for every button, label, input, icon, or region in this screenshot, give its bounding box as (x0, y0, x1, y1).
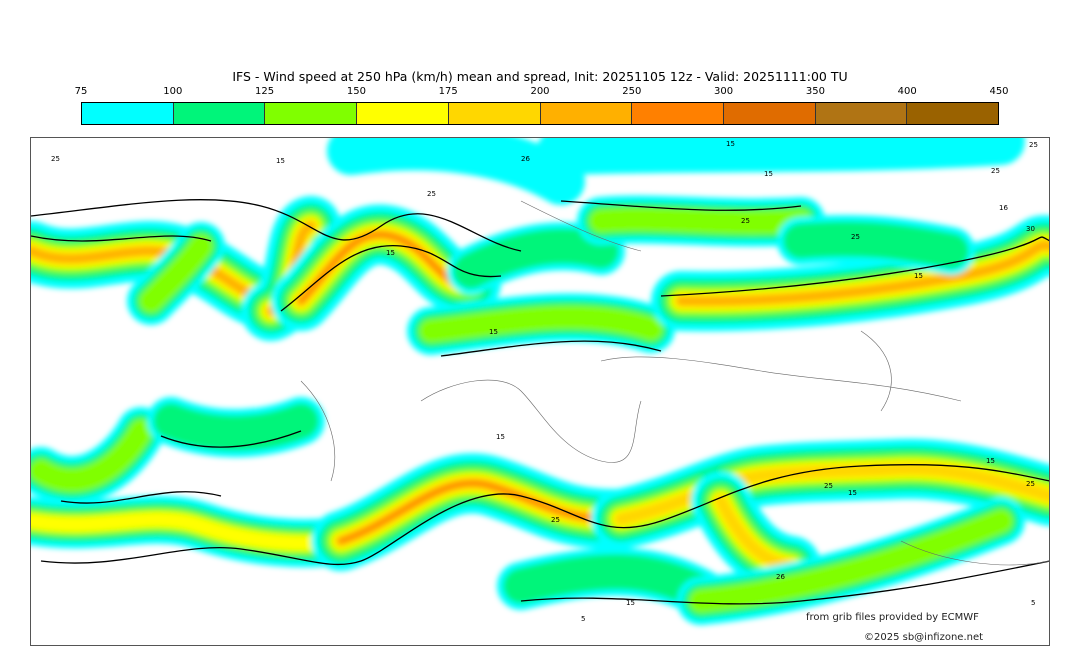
jet-band (537, 138, 1025, 175)
map-canvas: 25 15 26 15 25 25 25 15 16 25 15 15 15 30 25 15 25 25 15 15… (31, 138, 1049, 625)
spread-contour (280, 244, 502, 312)
copyright-credit: ©2025 sb@infizone.net (864, 632, 984, 643)
contour-label: 15 (848, 489, 857, 497)
colorbar-tick-label: 75 (74, 86, 88, 97)
jet-band (453, 228, 619, 289)
spread-contour (60, 491, 222, 504)
spread-contour (440, 340, 662, 357)
colorbar-segment (173, 103, 266, 124)
colorbar-tick-label: 175 (438, 86, 458, 97)
contour-label: 15 (764, 170, 773, 178)
colorbar-tick-label: 250 (622, 86, 642, 97)
jet-band (714, 494, 798, 573)
contour-label: 25 (1029, 141, 1038, 149)
contour-label: 16 (999, 204, 1008, 212)
contour-label: 15 (489, 328, 498, 336)
contour-label: 30 (1026, 225, 1035, 233)
contour-label: 25 (824, 482, 833, 490)
colorbar-tick-label: 100 (163, 86, 183, 97)
colorbar-tick-label: 350 (805, 86, 825, 97)
spread-contour (520, 560, 1049, 605)
coastline (520, 200, 642, 252)
colorbar-segment (265, 103, 358, 124)
contour-label: 15 (496, 433, 505, 441)
jet-band (299, 232, 473, 303)
contour-label: 15 (986, 457, 995, 465)
jet-band (677, 241, 1049, 306)
contour-label: 5 (581, 615, 585, 623)
source-credit: from grib files provided by ECMWF (806, 612, 979, 623)
contour-label: 15 (386, 249, 395, 257)
contour-label: 25 (741, 217, 750, 225)
contour-label: 25 (991, 167, 1000, 175)
jet-band (327, 138, 585, 205)
contour-label: 15 (726, 140, 735, 148)
contour-label: 5 (1031, 599, 1035, 607)
colorbar-segment (357, 103, 449, 124)
contour-label: 25 (51, 155, 60, 163)
coastline (600, 356, 962, 402)
colorbar-tick-label: 400 (897, 86, 917, 97)
colorbar-segment (723, 103, 816, 124)
contour-label: 25 (851, 233, 860, 241)
colorbar-segment (82, 103, 174, 124)
jet-band (139, 234, 213, 313)
jet-band (31, 511, 349, 552)
colorbar-tick-label: 450 (989, 86, 1009, 97)
contour-label: 26 (521, 155, 530, 163)
spread-contour (160, 430, 302, 448)
spread-contour (40, 464, 1049, 566)
jet-band (31, 419, 153, 493)
colorbar-segment (448, 103, 541, 124)
colorbar-tick-label: 150 (346, 86, 366, 97)
contour-label: 25 (551, 516, 560, 524)
jet-band (783, 221, 969, 269)
colorbar-tick-label: 200 (530, 86, 550, 97)
contour-label: 26 (776, 573, 785, 581)
coastline (860, 330, 892, 412)
contour-label: 15 (276, 157, 285, 165)
colorbar-segment (540, 103, 633, 124)
jet-band (503, 554, 719, 611)
spread-contour (31, 235, 212, 242)
jet-band (689, 509, 1013, 613)
spread-contour (560, 200, 802, 211)
jet-band (589, 207, 813, 235)
contour-label: 25 (427, 190, 436, 198)
colorbar-segment (632, 103, 724, 124)
colorbar (81, 102, 999, 125)
spread-contour (660, 236, 1049, 297)
wind-speed-map: 25 15 26 15 25 25 25 15 16 25 15 15 15 30 25 15 25 25 15 15… (30, 137, 1050, 646)
colorbar-tick-label: 125 (255, 86, 275, 97)
contour-label: 15 (914, 272, 923, 280)
coastline (300, 380, 336, 482)
contour-label: 25 (1026, 480, 1035, 488)
spread-contour (31, 199, 522, 252)
jet-band (419, 305, 663, 343)
map-title: IFS - Wind speed at 250 hPa (km/h) mean … (232, 69, 848, 84)
coastline (420, 379, 642, 463)
colorbar-tick-label: 300 (714, 86, 734, 97)
jet-band (153, 403, 319, 451)
coastline (900, 540, 1049, 566)
colorbar-segment (815, 103, 908, 124)
contour-label: 15 (626, 599, 635, 607)
colorbar-segment (907, 103, 999, 124)
